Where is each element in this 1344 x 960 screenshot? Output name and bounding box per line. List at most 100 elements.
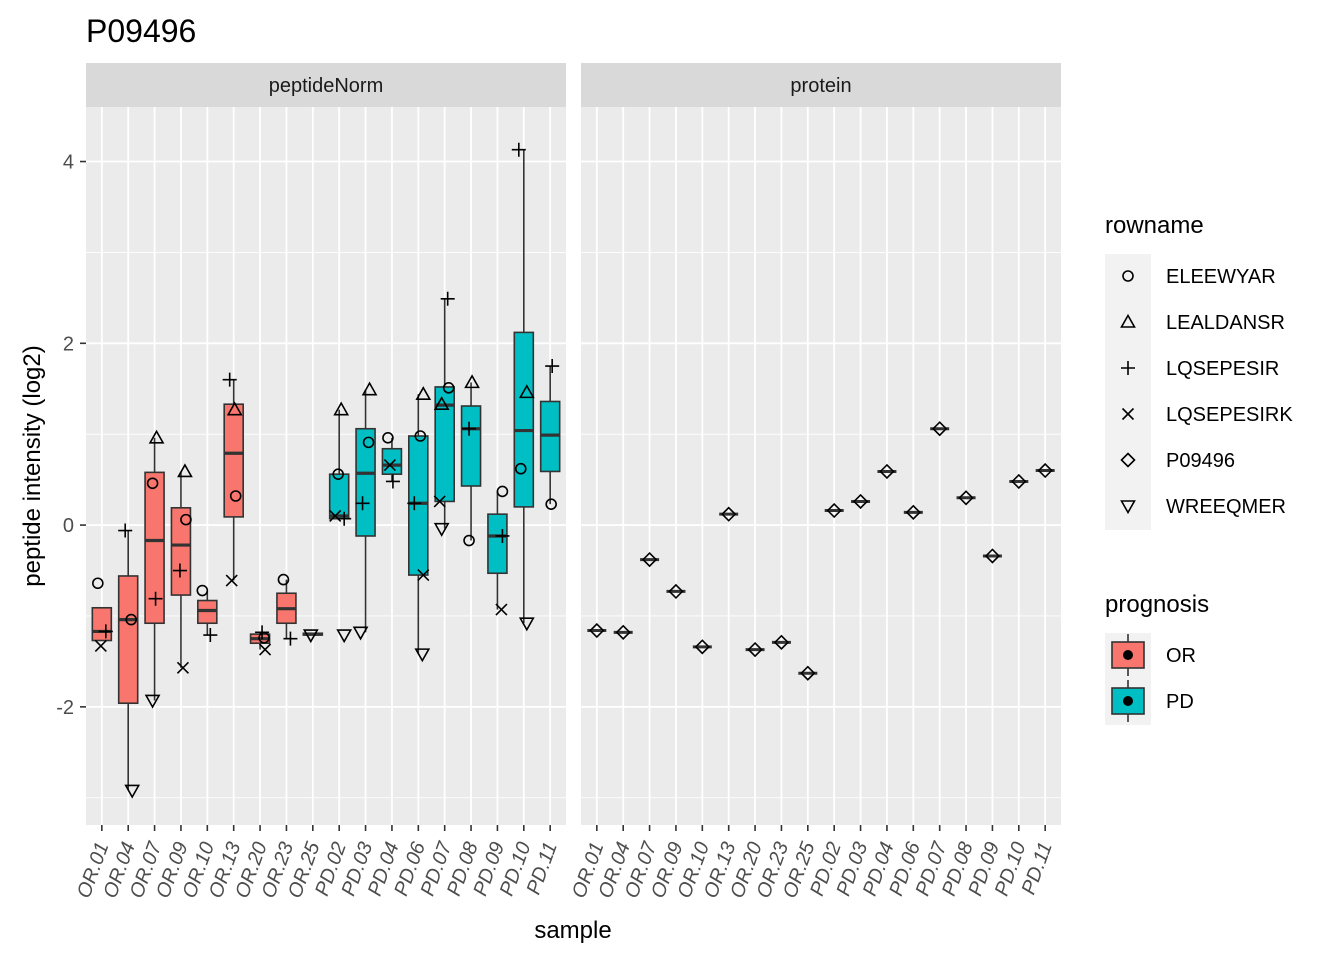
box-pd-09	[487, 513, 508, 575]
point-protein	[773, 634, 790, 650]
legend-title-rowname: rowname	[1105, 212, 1204, 239]
point-wreeqmer	[433, 522, 450, 537]
strip-label-protein: protein	[790, 75, 851, 97]
point-protein	[905, 504, 921, 520]
legend-key-lqsepesir	[1121, 361, 1135, 375]
point-wreeqmer	[518, 617, 535, 632]
point-lqsepesir	[222, 372, 237, 387]
point-eleewyar	[196, 584, 209, 597]
point-protein	[800, 665, 816, 681]
box-or-04	[117, 575, 139, 705]
legend-label: ELEEWYAR	[1166, 266, 1276, 288]
point-wreeqmer	[144, 694, 161, 709]
point-protein	[615, 624, 631, 640]
gridlines-right	[581, 107, 1061, 825]
point-lqsepesirk	[433, 495, 446, 508]
point-lqsepesirk	[383, 459, 396, 472]
point-protein	[984, 548, 1001, 564]
legend-dot	[1123, 696, 1133, 706]
point-lqsepesir	[203, 628, 218, 643]
point-eleewyar	[332, 468, 344, 480]
point-protein	[879, 463, 895, 480]
x-axis-title: sample	[534, 917, 611, 944]
box-pd-06	[408, 435, 429, 576]
box-or-01	[91, 606, 113, 642]
y-axis-title: peptide intensity (log2)	[19, 345, 46, 586]
box-or-07	[144, 471, 165, 625]
y-tick-label: 0	[63, 515, 74, 537]
points-protein	[587, 421, 1055, 681]
legend-label: LQSEPESIRK	[1166, 404, 1293, 426]
legend-key-bg	[1105, 300, 1151, 346]
y-tick-label: -2	[56, 697, 74, 719]
legend-label: LQSEPESIR	[1166, 358, 1279, 380]
point-eleewyar	[92, 577, 104, 590]
panel-background	[581, 107, 1061, 825]
legend-label: PD	[1166, 691, 1194, 713]
box-pd-07	[434, 386, 455, 503]
panel-background	[86, 107, 566, 825]
point-lqsepesir	[337, 511, 352, 526]
point-lqsepesir	[545, 359, 560, 374]
legend-label: WREEQMER	[1166, 496, 1286, 518]
point-protein	[958, 490, 974, 506]
box-pd-03	[355, 427, 376, 537]
panel-protein: protein	[581, 63, 1061, 825]
strip-protein	[581, 63, 1061, 107]
legend-key-lqsepesirk	[1121, 407, 1135, 421]
point-eleewyar	[442, 382, 455, 394]
legend-key-bg	[1105, 438, 1151, 484]
point-lqsepesir	[255, 625, 270, 640]
point-lealdansr	[464, 374, 480, 389]
point-lqsepesir	[148, 591, 163, 606]
point-eleewyar	[229, 490, 242, 502]
point-eleewyar	[545, 498, 557, 510]
point-eleewyar	[382, 432, 394, 444]
point-wreeqmer	[336, 629, 353, 644]
point-lealdansr	[518, 384, 535, 399]
legend-dot	[1123, 650, 1133, 660]
point-eleewyar	[362, 436, 375, 449]
point-eleewyar	[515, 462, 527, 475]
point-lqsepesir	[511, 142, 526, 157]
chart-title: P09496	[86, 13, 196, 49]
point-lealdansr	[148, 429, 165, 444]
point-lqsepesir	[385, 474, 400, 489]
point-eleewyar	[277, 573, 290, 586]
point-protein	[641, 551, 658, 568]
point-lqsepesir	[355, 496, 370, 511]
point-protein	[694, 639, 710, 655]
point-protein	[589, 622, 605, 639]
legend-key-lealdansr	[1120, 313, 1136, 328]
point-lqsepesir	[118, 523, 133, 538]
point-lealdansr	[177, 463, 193, 478]
strip-peptidenorm	[86, 63, 566, 107]
legend-key-p09496	[1120, 452, 1136, 468]
y-tick-label: 4	[63, 152, 74, 174]
legend-prognosis: prognosis OR PD	[1105, 591, 1209, 725]
y-axis: -2 0 2 4	[56, 152, 86, 719]
box-pd-08	[460, 405, 482, 487]
point-protein	[1011, 473, 1027, 490]
strip-label-peptidenorm: peptideNorm	[269, 75, 384, 97]
legend-rowname: rowname ELEEWYAR LEALDANSR LQSEPESIR LQSEPE…	[1105, 212, 1293, 530]
point-protein	[852, 493, 869, 510]
point-lqsepesirk	[495, 603, 508, 616]
legend-key-bg	[1105, 254, 1151, 300]
point-lealdansr	[361, 381, 378, 396]
point-lealdansr	[433, 396, 450, 410]
box-or-09	[170, 507, 192, 596]
point-wreeqmer	[302, 629, 319, 644]
point-lealdansr	[226, 401, 243, 416]
point-protein	[747, 641, 763, 658]
point-lqsepesir	[283, 631, 298, 646]
point-lealdansr	[333, 401, 350, 416]
point-lqsepesirk	[417, 568, 430, 582]
point-eleewyar	[463, 534, 475, 547]
point-eleewyar	[180, 513, 192, 526]
legend-key-wreeqmer	[1120, 500, 1136, 515]
point-lqsepesir	[407, 496, 422, 511]
point-lqsepesirk	[94, 639, 107, 653]
point-eleewyar	[496, 485, 509, 498]
x-axis: OR.01OR.04OR.07OR.09OR.10OR.13OR.20OR.23…	[73, 825, 1057, 901]
